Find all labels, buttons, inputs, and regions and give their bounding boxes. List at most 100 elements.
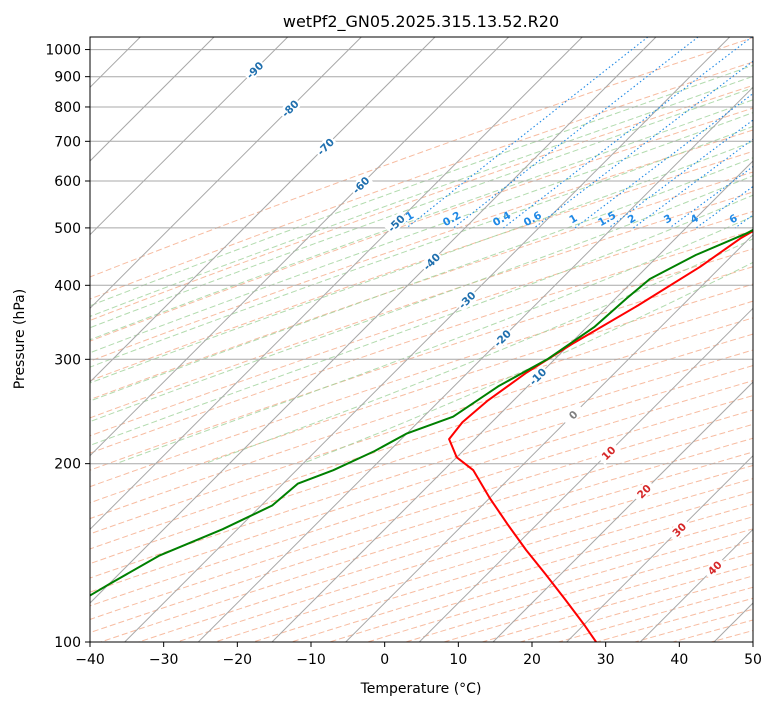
isotherm-label-halo [525, 364, 550, 389]
x-tick-label: 30 [597, 652, 615, 668]
y-tick-label: 100 [54, 635, 81, 651]
isotherm-line [492, 381, 753, 642]
isotherm-label-halo [560, 402, 586, 427]
dry-adiabat [90, 349, 753, 565]
isotherm-line [90, 37, 657, 604]
dry-adiabat [90, 37, 753, 278]
isotherm-label-halo [419, 249, 444, 274]
dry-adiabat [90, 129, 753, 362]
background-grid [90, 37, 775, 642]
dry-adiabat [329, 516, 753, 642]
dry-adiabat [90, 283, 753, 504]
dry-adiabat [90, 409, 753, 620]
mixing-ratio-label: 1.5 [596, 209, 618, 229]
dry-adiabat [176, 464, 753, 642]
x-tick-label: 20 [523, 652, 541, 668]
isotherm-line [124, 37, 731, 642]
isotherm-line [90, 37, 215, 162]
isotherm-line [418, 307, 753, 642]
dry-adiabat [596, 597, 753, 642]
y-tick-label: 800 [54, 100, 81, 116]
y-tick-label: 400 [54, 278, 81, 294]
dry-adiabat [634, 608, 753, 642]
y-tick-label: 700 [54, 134, 81, 150]
isotherm-line [90, 37, 289, 236]
mixing-ratio-label: 0.2 [441, 209, 463, 229]
isotherm-line [90, 37, 436, 383]
dry-adiabat [90, 333, 753, 550]
moist-adiabat [90, 99, 753, 341]
y-tick-label: 300 [54, 352, 81, 368]
mixing-ratio-label: 8 [756, 212, 768, 226]
moist-adiabat [90, 75, 753, 318]
dry-adiabat [90, 191, 753, 419]
mixing-ratio-label: 0.4 [491, 209, 513, 229]
isotherm-line [197, 86, 753, 642]
dry-adiabat [90, 229, 753, 454]
isotherm-line [713, 602, 753, 642]
dry-adiabat [90, 248, 753, 471]
x-axis: −40 −30 −20 −10 0 10 20 30 40 50 [75, 642, 762, 668]
dry-adiabat [90, 300, 753, 520]
isotherm-line [90, 37, 362, 310]
mixing-ratio-line [533, 60, 753, 229]
x-tick-label: 0 [380, 652, 389, 668]
dry-adiabat [253, 491, 753, 642]
isotherm-line [271, 160, 753, 642]
y-tick-label: 600 [54, 174, 81, 190]
y-tick-label: 500 [54, 221, 81, 237]
dry-adiabat [90, 365, 753, 579]
moist-adiabat [90, 140, 753, 384]
moist-adiabat [90, 157, 753, 402]
moist-adiabat [90, 175, 753, 423]
isotherm-label-halo [667, 517, 692, 542]
dry-adiabat [90, 61, 753, 300]
x-tick-label: 40 [670, 652, 688, 668]
dry-adiabat [367, 528, 753, 642]
mixing-ratio-label: 6 [727, 212, 739, 226]
temperature-profile-line [448, 229, 753, 642]
y-axis: 100 200 300 400 500 600 700 800 900 1000 [45, 43, 90, 651]
dry-adiabat [90, 266, 753, 488]
mixing-ratio-line [764, 37, 775, 228]
dry-adiabat [291, 503, 753, 642]
isotherm-label-halo [454, 287, 479, 312]
isotherm-label-halo [277, 96, 303, 121]
dry-adiabat [90, 395, 753, 607]
dry-adiabat [90, 150, 753, 382]
isotherm-label-halo [631, 479, 656, 504]
isotherm-label-halo [313, 134, 338, 159]
dry-adiabat [90, 317, 753, 535]
isotherm-line [566, 454, 753, 642]
x-tick-label: 50 [744, 652, 762, 668]
y-axis-label: Pressure (hPa) [12, 289, 28, 389]
isotherm-label-halo [596, 440, 621, 465]
isotherm-line [639, 528, 753, 642]
mixing-ratio-line [669, 165, 753, 229]
y-tick-label: 900 [54, 70, 81, 86]
mixing-ratio-line [574, 92, 753, 229]
x-tick-label: −30 [149, 652, 179, 668]
chart-title: wetPf2_GN05.2025.315.13.52.R20 [283, 12, 559, 32]
dry-adiabat [672, 619, 753, 642]
moist-adiabat [302, 261, 753, 465]
x-axis-label: Temperature (°C) [360, 681, 482, 697]
x-tick-label: −20 [223, 652, 253, 668]
dry-adiabat [138, 451, 753, 642]
mixing-ratio-line [633, 138, 753, 229]
isotherm-line [345, 233, 753, 642]
isotherm-line [90, 37, 583, 531]
dewpoint-profile-line [90, 228, 753, 597]
mixing-ratio-label: 3 [662, 212, 674, 226]
isotherm-line [90, 37, 510, 457]
moist-adiabat [90, 125, 753, 368]
profile-series [90, 228, 753, 642]
mixing-ratio-line [453, 37, 699, 229]
isotherm-label-halo [348, 172, 373, 197]
y-tick-label: 200 [54, 457, 81, 473]
dry-adiabat [90, 171, 753, 401]
dry-adiabat [90, 107, 753, 342]
x-tick-label: −10 [296, 652, 326, 668]
dry-adiabat [90, 84, 753, 322]
